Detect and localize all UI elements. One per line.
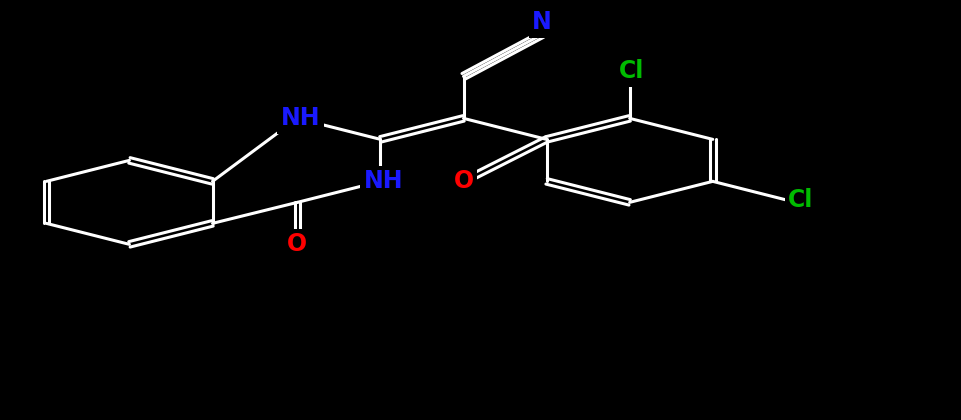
Text: Cl: Cl (787, 188, 813, 213)
Text: Cl: Cl (618, 59, 644, 83)
Text: O: O (287, 232, 308, 256)
Text: N: N (531, 10, 552, 34)
Text: NH: NH (281, 106, 320, 130)
Text: NH: NH (363, 169, 403, 193)
Text: O: O (453, 169, 473, 193)
